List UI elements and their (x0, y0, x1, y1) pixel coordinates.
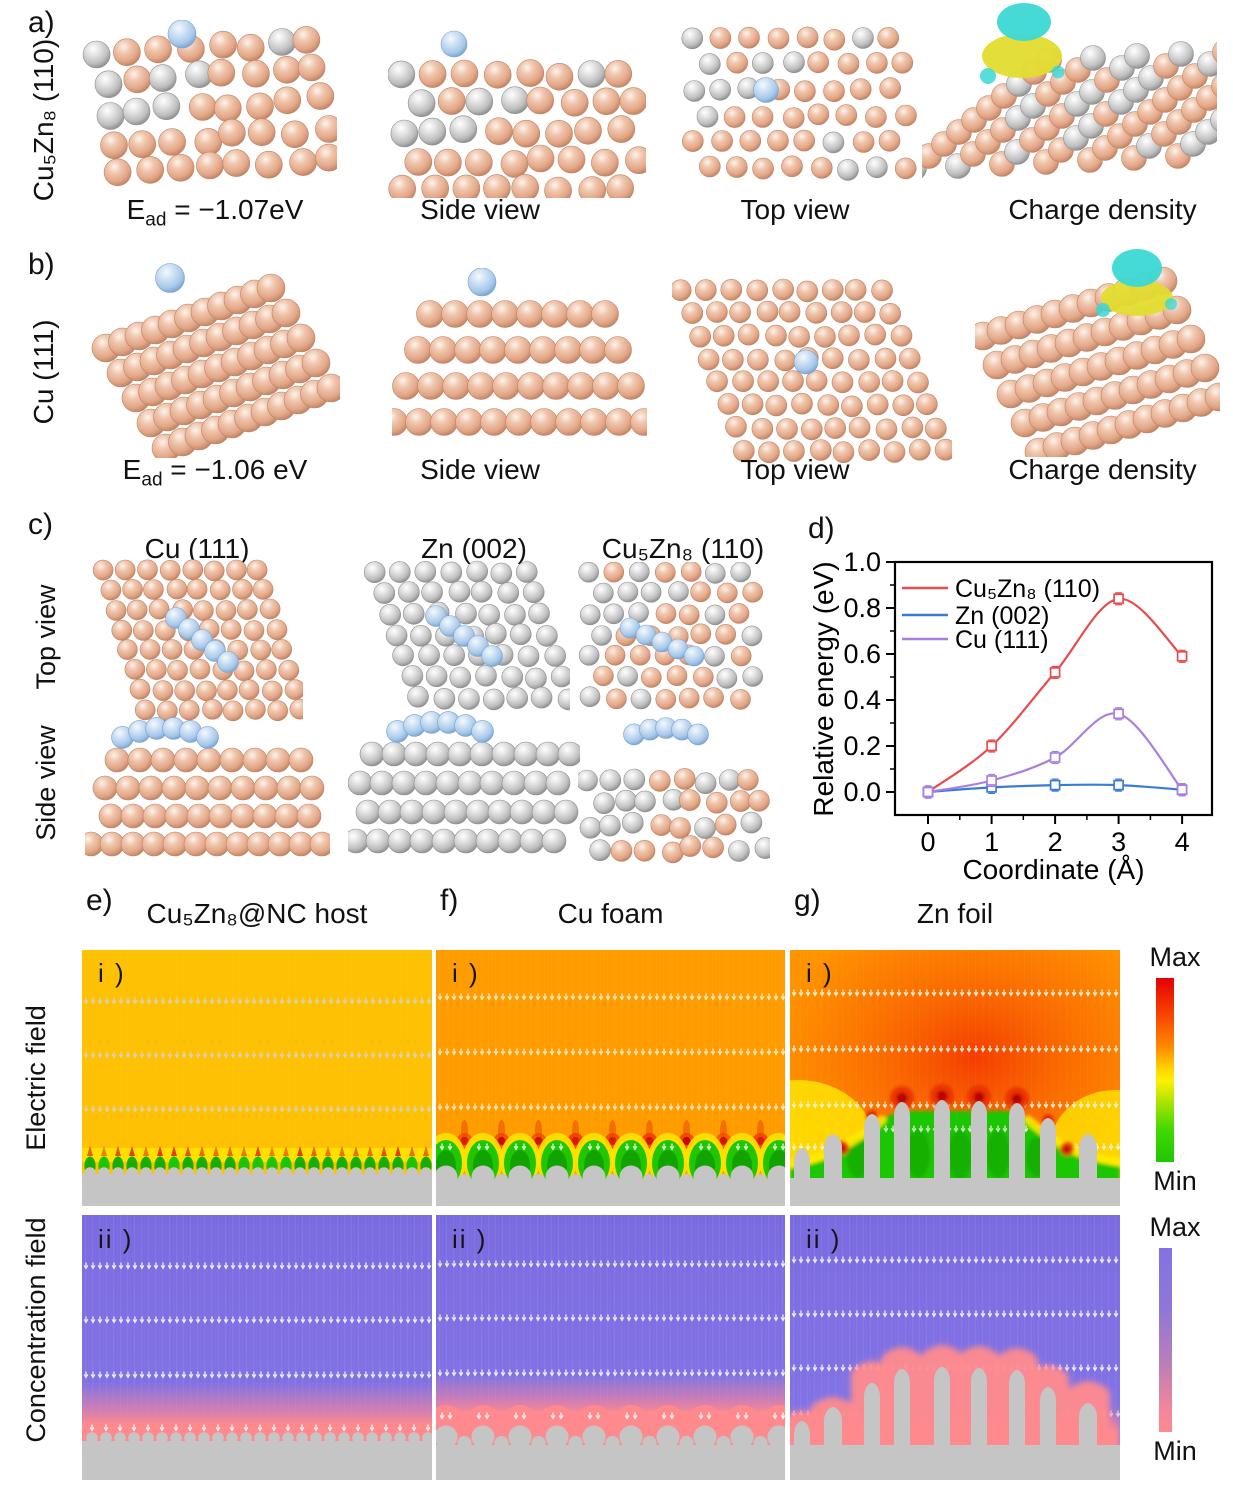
concentration-field-map-cuzn-host (82, 1215, 432, 1480)
panel-e-title: Cu₅Zn₈@NC host (146, 898, 368, 929)
ead-value: = −1.07eV (166, 194, 304, 225)
panel-b-charge-density-caption: Charge density (1008, 454, 1197, 485)
panel-b-side-view-structure (392, 268, 647, 436)
ead-value: = −1.06 eV (162, 454, 308, 485)
panel-c-title-cu111: Cu (111) (144, 533, 250, 564)
panel-c-cu5zn8-side-view (578, 717, 770, 864)
panel-c-side-view-row-label: Side view (31, 725, 61, 841)
svg-text:2: 2 (1048, 827, 1063, 857)
panel-a-top-view-caption: Top view (740, 194, 850, 225)
panel-a-ead-caption: Ead = −1.07eV (115, 194, 315, 232)
svg-text:Cu₅Zn₈ (110): Cu₅Zn₈ (110) (955, 575, 1100, 603)
electric-colorbar-min-label: Min (1153, 1166, 1197, 1196)
concentration-field-colorbar (1159, 1248, 1172, 1432)
panel-c-top-view-row-label: Top view (31, 584, 61, 690)
panel-b-adsorption-structure (91, 263, 340, 458)
electric-field-colorbar (1156, 978, 1174, 1162)
panel-e-i-label: i ) (98, 958, 126, 988)
panel-c-cu111-side-view (85, 717, 330, 857)
panel-b-charge-density-structure (975, 249, 1220, 457)
electric-field-row-label: Electric field (21, 1005, 51, 1151)
panel-a-adsorption-structure (82, 20, 337, 187)
panel-e-ii-label: ii ) (98, 1224, 134, 1254)
panel-a-top-view-structure (681, 26, 917, 181)
panel-b-side-view-caption: Side view (420, 454, 540, 485)
svg-text:4: 4 (1175, 827, 1190, 857)
panel-a-charge-density-caption: Charge density (1008, 194, 1197, 225)
ead-symbol: E (122, 454, 142, 485)
panel-d-label: d) (808, 512, 835, 545)
electric-field-map-cu-foam (436, 950, 785, 1206)
svg-text:Cu (111): Cu (111) (955, 626, 1049, 654)
panel-c-cu5zn8-top-view (578, 562, 763, 710)
panel-f-label: f) (440, 884, 459, 917)
electric-field-map-zn-foil (790, 950, 1120, 1206)
ead-subscript: ad (145, 209, 167, 231)
panel-f-i-label: i ) (452, 958, 480, 988)
concentration-field-map-zn-foil (790, 1215, 1120, 1480)
svg-text:Relative energy (eV): Relative energy (eV) (808, 561, 839, 816)
ead-subscript: ad (141, 469, 163, 491)
panel-c-title-zn002: Zn (002) (421, 533, 527, 564)
panel-a-side-view-structure (388, 30, 646, 198)
svg-text:Zn (002): Zn (002) (955, 602, 1049, 630)
panel-a-side-view-caption: Side view (420, 194, 540, 225)
panel-c-zn002-top-view (363, 560, 570, 711)
electric-field-map-cuzn-host (82, 950, 432, 1206)
panel-a-charge-density-structure (922, 3, 1217, 179)
panel-e-label: e) (86, 884, 113, 917)
electric-colorbar-max-label: Max (1149, 942, 1201, 972)
panel-a-label: a) (28, 6, 55, 39)
panel-b-top-view-structure (672, 278, 952, 463)
panel-b-label: b) (28, 248, 55, 281)
panel-c-label: c) (28, 508, 53, 541)
svg-text:0.0: 0.0 (843, 777, 881, 807)
panel-g-title: Zn foil (916, 898, 994, 929)
panel-c-title-cu5zn8: Cu₅Zn₈ (110) (601, 533, 765, 564)
ead-symbol: E (126, 194, 146, 225)
svg-text:1: 1 (984, 827, 999, 857)
relative-energy-chart: 0 1 2 3 4 0.0 0.2 0.4 0.6 0.8 1.0 Cu₅Zn₈ (110)Zn (0… (808, 547, 1214, 885)
concentration-field-map-cu-foam (436, 1215, 785, 1480)
panel-c-zn002-side-view (348, 711, 580, 854)
panel-a-material-label: Cu₅Zn₈ (110) (28, 38, 59, 202)
panel-b-top-view-caption: Top view (740, 454, 850, 485)
svg-text:0.8: 0.8 (843, 593, 881, 623)
panel-g-ii-label: ii ) (806, 1224, 842, 1254)
panel-g-label: g) (794, 884, 821, 917)
panel-c-cu111-top-view (92, 559, 303, 722)
svg-text:Coordinate (Å): Coordinate (Å) (962, 854, 1144, 885)
concentration-field-row-label: Concentration field (21, 1217, 51, 1443)
concentration-colorbar-max-label: Max (1149, 1212, 1201, 1242)
svg-text:0.4: 0.4 (843, 685, 881, 715)
svg-text:1.0: 1.0 (843, 547, 881, 577)
panel-b-material-label: Cu (111) (28, 319, 59, 425)
panel-g-i-label: i ) (806, 958, 834, 988)
panel-b-ead-caption: Ead = −1.06 eV (115, 454, 315, 492)
svg-text:0: 0 (920, 827, 935, 857)
panel-f-ii-label: ii ) (452, 1224, 488, 1254)
svg-text:3: 3 (1111, 827, 1126, 857)
panel-f-title: Cu foam (557, 898, 664, 929)
concentration-colorbar-min-label: Min (1153, 1436, 1197, 1466)
svg-text:0.2: 0.2 (843, 731, 881, 761)
svg-text:0.6: 0.6 (843, 639, 881, 669)
